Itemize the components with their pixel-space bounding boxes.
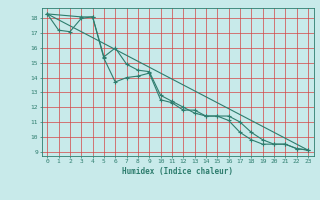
X-axis label: Humidex (Indice chaleur): Humidex (Indice chaleur) [122, 167, 233, 176]
